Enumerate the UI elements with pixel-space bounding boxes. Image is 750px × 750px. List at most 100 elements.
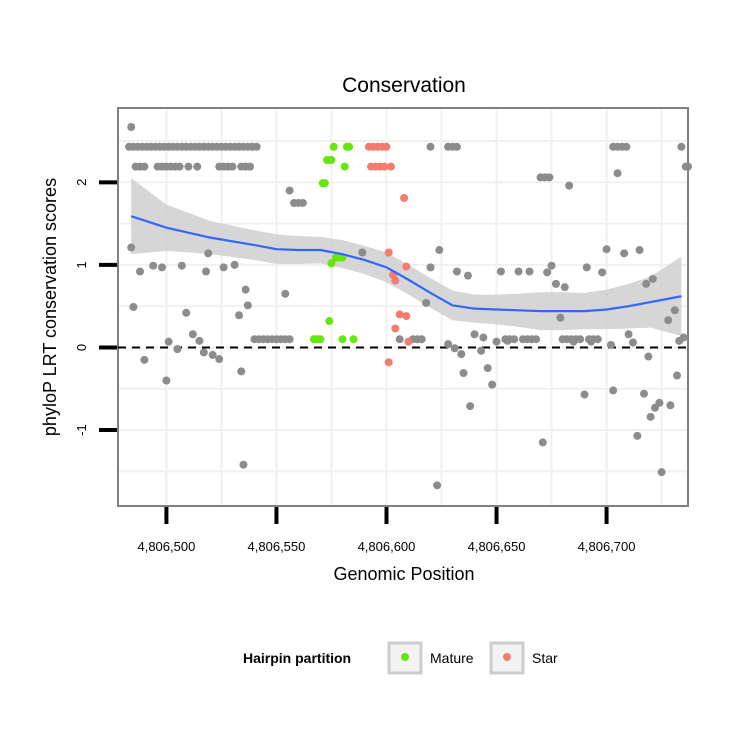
x-tick-label: 4,806,500: [137, 539, 195, 554]
point-star: [395, 310, 404, 319]
point-star: [384, 358, 393, 367]
point-other: [444, 340, 453, 349]
point-star: [382, 142, 391, 151]
point-other: [241, 285, 250, 294]
confidence-ribbon-layer: [131, 178, 682, 336]
point-other: [457, 350, 466, 359]
point-other: [395, 335, 404, 344]
point-other: [556, 313, 565, 322]
point-other: [635, 246, 644, 255]
point-other: [543, 268, 552, 277]
point-other: [514, 267, 523, 276]
point-other: [593, 335, 602, 344]
point-other: [527, 335, 536, 344]
point-other: [182, 308, 191, 317]
point-star: [391, 276, 400, 285]
point-other: [127, 122, 136, 131]
point-other: [140, 355, 149, 364]
point-mature: [320, 179, 329, 188]
point-other: [565, 181, 574, 190]
point-other: [492, 337, 501, 346]
x-tick-label: 4,806,650: [468, 539, 526, 554]
point-other: [204, 249, 213, 258]
x-tick-label: 4,806,600: [358, 539, 416, 554]
point-star: [404, 337, 413, 346]
point-mature: [345, 142, 354, 151]
point-other: [655, 398, 664, 407]
point-other: [613, 169, 622, 178]
point-other: [551, 279, 560, 288]
y-tick-label: 1: [74, 261, 89, 268]
point-other: [193, 162, 202, 171]
x-axis: 4,806,500 4,806,550 4,806,600 4,806,650 4,80…: [137, 507, 635, 554]
point-other: [202, 267, 211, 276]
point-other: [598, 268, 607, 277]
data-points-layer: [125, 122, 692, 490]
point-other: [358, 248, 367, 257]
point-star: [380, 162, 389, 171]
point-other: [285, 186, 294, 195]
point-other: [281, 289, 290, 298]
legend-key-star: [489, 641, 525, 675]
point-other: [459, 369, 468, 378]
point-other: [463, 271, 472, 280]
point-other: [184, 162, 193, 171]
point-other: [677, 142, 686, 151]
point-other: [644, 352, 653, 361]
point-other: [173, 345, 182, 354]
legend-title: Hairpin partition: [243, 650, 351, 666]
point-star: [384, 248, 393, 257]
point-mature: [338, 335, 347, 344]
point-other: [679, 333, 688, 342]
smooth-line: [130, 215, 682, 313]
point-mature: [340, 162, 349, 171]
point-other: [252, 142, 261, 151]
point-other: [646, 412, 655, 421]
point-mature: [329, 142, 338, 151]
point-other: [243, 301, 252, 310]
point-other: [639, 389, 648, 398]
point-other: [582, 263, 591, 272]
point-other: [648, 274, 657, 283]
point-other: [547, 261, 556, 270]
point-other: [624, 330, 633, 339]
point-other: [433, 481, 442, 490]
point-other: [670, 306, 679, 315]
point-other: [664, 316, 673, 325]
point-other: [483, 364, 492, 373]
point-other: [228, 162, 237, 171]
point-other: [452, 267, 461, 276]
point-other: [622, 142, 631, 151]
x-axis-title: Genomic Position: [333, 564, 474, 584]
point-other: [298, 198, 307, 207]
point-mature: [316, 335, 325, 344]
point-other: [628, 338, 637, 347]
point-other: [129, 303, 138, 311]
point-other: [426, 142, 435, 151]
point-other: [199, 348, 208, 357]
y-axis: -1 0 1 2: [74, 179, 117, 436]
point-mature: [325, 317, 334, 326]
point-other: [237, 367, 246, 376]
point-other: [560, 283, 569, 292]
point-other: [158, 263, 167, 272]
legend-label-star: Star: [532, 650, 558, 666]
point-other: [525, 267, 534, 276]
point-other: [422, 298, 431, 307]
point-other: [162, 376, 171, 385]
point-other: [426, 263, 435, 272]
point-other: [239, 460, 248, 469]
point-other: [417, 335, 426, 344]
point-other: [466, 402, 475, 411]
point-other: [609, 386, 618, 395]
point-other: [452, 142, 461, 151]
point-star: [402, 262, 411, 271]
point-mature: [349, 335, 358, 344]
point-other: [140, 162, 149, 171]
point-other: [477, 346, 486, 355]
confidence-ribbon: [131, 178, 682, 336]
point-other: [235, 311, 244, 320]
point-other: [538, 438, 547, 447]
legend-dot-star: [503, 653, 511, 661]
